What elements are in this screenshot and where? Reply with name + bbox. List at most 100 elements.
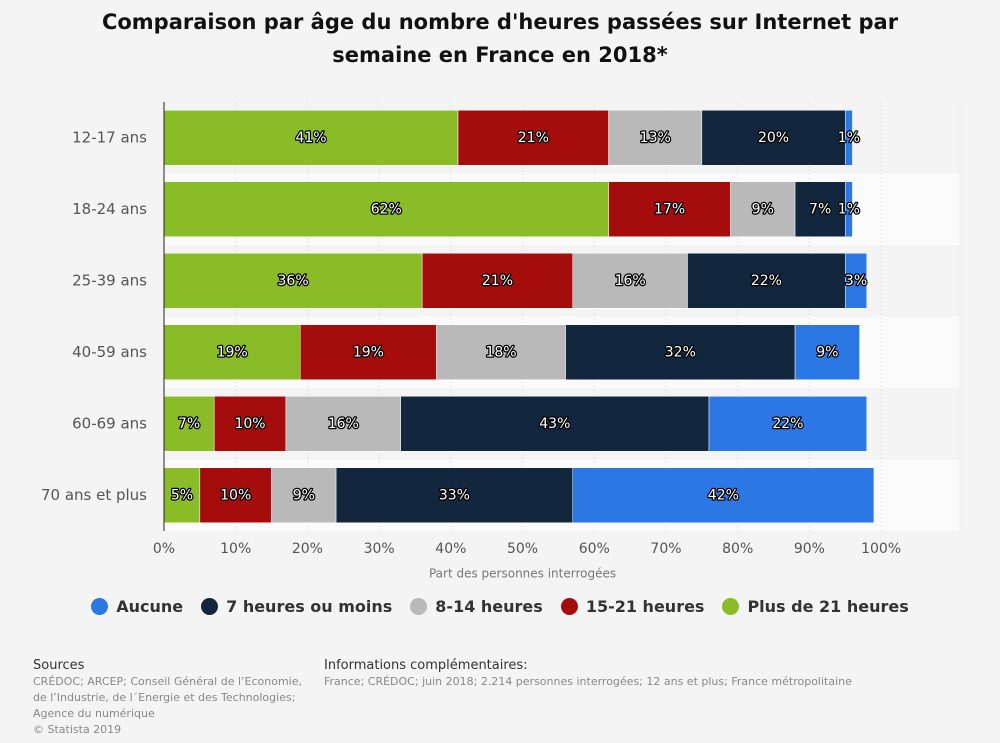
bar-segment (163, 181, 609, 237)
y-tick-label: 40-59 ans (72, 343, 147, 361)
bar-segment (285, 396, 401, 452)
data-label: 18% (485, 344, 516, 360)
info: Informations complémentaires: France; CR… (324, 658, 964, 690)
data-label: 9% (752, 201, 774, 217)
x-tick-label: 90% (794, 541, 825, 557)
data-label: 22% (772, 416, 803, 432)
x-tick-label: 40% (435, 541, 466, 557)
legend-item[interactable]: 15-21 heures (560, 597, 705, 616)
x-tick-label: 10% (220, 541, 251, 557)
data-label: 33% (439, 487, 470, 503)
bar-segment (421, 253, 574, 309)
legend-item[interactable]: 7 heures ou moins (201, 597, 392, 616)
data-label: 1% (838, 201, 860, 217)
info-text: France; CRÉDOC; juin 2018; 2.214 personn… (324, 675, 852, 688)
x-axis-label: Part des personnes interrogées (429, 567, 616, 581)
data-label: 42% (708, 487, 739, 503)
data-label: 21% (518, 130, 549, 146)
legend-label: 7 heures ou moins (226, 597, 393, 616)
legend-marker (201, 598, 219, 615)
x-tick-label: 100% (861, 541, 901, 557)
data-label: 16% (328, 416, 359, 432)
bar-segment (400, 396, 710, 452)
bar-segment (708, 396, 868, 452)
legend-item[interactable]: Aucune (91, 597, 183, 616)
data-label: 19% (353, 344, 384, 360)
bar-segment (565, 324, 796, 380)
legend: Aucune 7 heures ou moins 8-14 heures 15-21 … (0, 597, 1000, 616)
data-label: 3% (845, 273, 867, 289)
y-tick-label: 60-69 ans (72, 414, 147, 432)
bar-segment (845, 181, 853, 237)
x-tick-label: 30% (364, 541, 395, 557)
bar-segment (572, 253, 688, 309)
data-label: 19% (217, 344, 248, 360)
bar-segment (300, 324, 437, 380)
data-label: 10% (234, 416, 265, 432)
bar-segment (163, 253, 423, 309)
legend-marker (560, 598, 578, 615)
bar-segment (213, 396, 287, 452)
bar-segment (436, 324, 566, 380)
bar-segment (730, 181, 796, 237)
data-label: 13% (640, 130, 671, 146)
y-tick-label: 25-39 ans (72, 271, 147, 289)
data-label: 36% (278, 273, 309, 289)
data-label: 1% (838, 130, 860, 146)
bar-segment (845, 110, 853, 166)
data-label: 7% (178, 416, 200, 432)
bar-segment (271, 467, 337, 523)
bar-segment (163, 324, 301, 380)
legend-label: Plus de 21 heures (747, 597, 909, 616)
bar-segment (687, 253, 846, 309)
data-label: 41% (295, 130, 326, 146)
x-tick-label: 60% (579, 541, 610, 557)
data-label: 20% (758, 130, 789, 146)
data-label: 9% (816, 344, 838, 360)
legend-item[interactable]: 8-14 heures (410, 597, 543, 616)
x-tick-label: 50% (507, 541, 538, 557)
data-label: 32% (665, 344, 696, 360)
data-label: 10% (220, 487, 251, 503)
bar-segment (335, 467, 574, 523)
y-tick-label: 70 ans et plus (41, 486, 147, 504)
y-tick-label: 18-24 ans (72, 200, 147, 218)
legend-marker (410, 598, 428, 615)
data-label: 5% (171, 487, 193, 503)
bar-segment (845, 253, 868, 309)
bar-segment (608, 110, 703, 166)
data-label: 62% (371, 201, 402, 217)
legend-label: Aucune (116, 597, 184, 616)
data-label: 21% (482, 273, 513, 289)
chart-title: Comparaison par âge du nombre d'heures p… (101, 10, 899, 67)
legend-marker (722, 598, 740, 615)
bar-segment (608, 181, 731, 237)
bar-segment (163, 467, 201, 523)
info-title: Informations complémentaires: (324, 658, 528, 673)
bar-segment (199, 467, 272, 523)
data-label: 17% (654, 201, 685, 217)
x-tick-label: 80% (722, 541, 753, 557)
data-label: 16% (615, 273, 646, 289)
data-label: 43% (539, 416, 570, 432)
x-tick-label: 20% (292, 541, 323, 557)
sources-title: Sources (33, 658, 85, 673)
legend-item[interactable]: Plus de 21 heures (722, 597, 909, 616)
legend-marker (91, 598, 109, 615)
data-label: 9% (293, 487, 315, 503)
y-tick-label: 12-17 ans (72, 128, 147, 146)
bar-segment (572, 467, 875, 523)
sources-text: CRÉDOC; ARCEP; Conseil Général de l’Econ… (33, 675, 302, 720)
data-label: 7% (809, 201, 831, 217)
legend-label: 15-21 heures (585, 597, 705, 616)
x-tick-label: 0% (153, 541, 175, 557)
bar-segment (163, 396, 215, 452)
bar-segment (163, 110, 459, 166)
bar-segment (794, 324, 860, 380)
data-label: 22% (751, 273, 782, 289)
sources: Sources CRÉDOC; ARCEP; Conseil Général d… (33, 658, 318, 738)
x-tick-label: 70% (650, 541, 681, 557)
copyright: © Statista 2019 (33, 723, 122, 736)
legend-label: 8-14 heures (435, 597, 543, 616)
